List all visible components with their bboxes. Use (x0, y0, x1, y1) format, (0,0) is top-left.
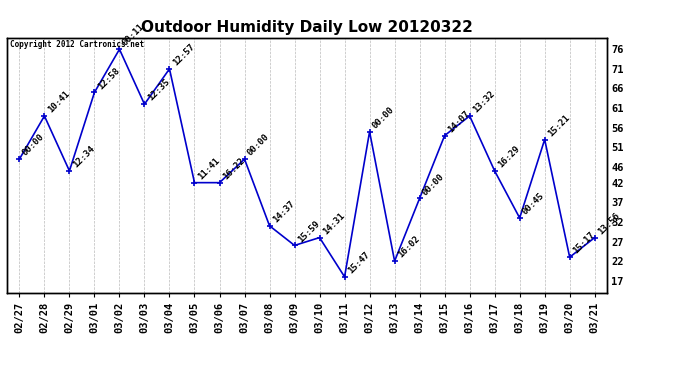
Text: 10:41: 10:41 (46, 89, 71, 115)
Text: 12:58: 12:58 (96, 66, 121, 91)
Text: 16:02: 16:02 (396, 234, 422, 260)
Text: 00:00: 00:00 (371, 105, 396, 130)
Text: 14:07: 14:07 (446, 109, 471, 134)
Text: 12:35: 12:35 (146, 77, 171, 103)
Text: 12:57: 12:57 (171, 42, 196, 68)
Text: 15:21: 15:21 (546, 113, 571, 138)
Text: 13:32: 13:32 (471, 89, 496, 115)
Text: 16:29: 16:29 (496, 144, 522, 170)
Title: Outdoor Humidity Daily Low 20120322: Outdoor Humidity Daily Low 20120322 (141, 20, 473, 35)
Text: 12:34: 12:34 (71, 144, 96, 170)
Text: 11:41: 11:41 (196, 156, 221, 181)
Text: 14:37: 14:37 (271, 199, 296, 224)
Text: 15:47: 15:47 (346, 250, 371, 275)
Text: 15:59: 15:59 (296, 219, 322, 244)
Text: 00:45: 00:45 (521, 191, 546, 217)
Text: 15:17: 15:17 (571, 230, 596, 256)
Text: 00:00: 00:00 (246, 132, 271, 158)
Text: 13:56: 13:56 (596, 211, 622, 236)
Text: 00:11: 00:11 (121, 22, 146, 48)
Text: 00:00: 00:00 (421, 172, 446, 197)
Text: 14:31: 14:31 (321, 211, 346, 236)
Text: 00:00: 00:00 (21, 132, 46, 158)
Text: Copyright 2012 Cartronics.net: Copyright 2012 Cartronics.net (10, 40, 144, 49)
Text: 16:22: 16:22 (221, 156, 246, 181)
